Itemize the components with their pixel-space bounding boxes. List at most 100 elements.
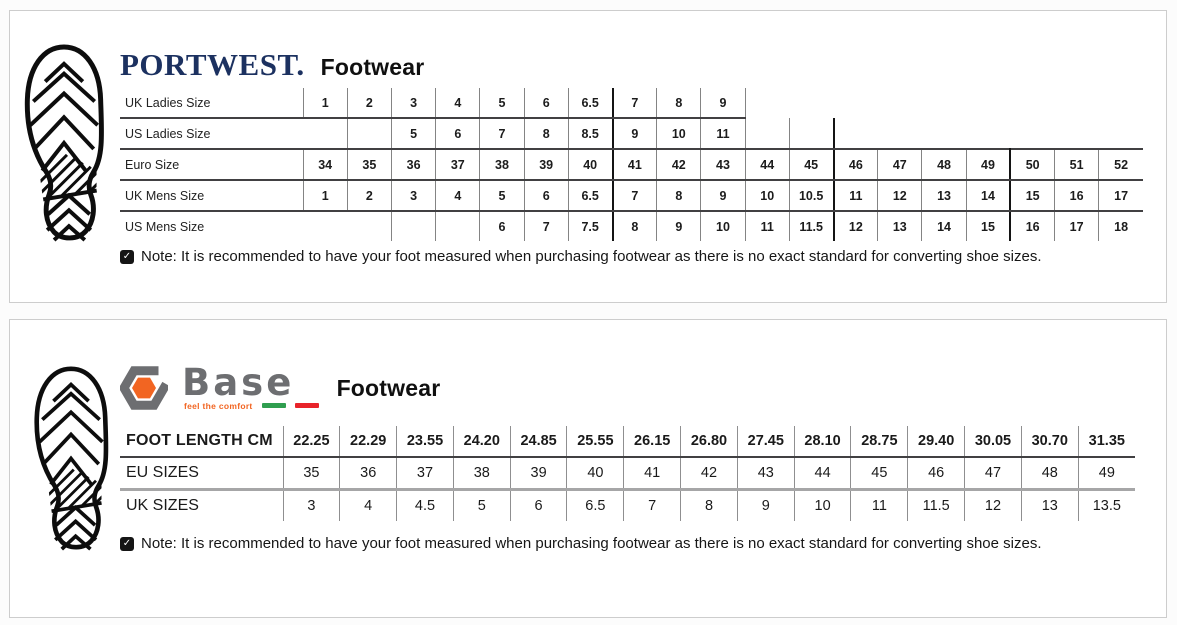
- size-cell: 46: [833, 148, 879, 181]
- absent-cell: [966, 118, 1010, 149]
- size-cell: 6.5: [567, 180, 614, 212]
- size-cell: 8: [611, 211, 658, 241]
- size-cell: 13: [1020, 489, 1079, 521]
- size-cell: 16: [1054, 180, 1100, 212]
- size-cell: 4: [339, 489, 398, 521]
- base-wordmark-block: Base feel the comfort: [182, 360, 319, 411]
- size-cell: 6: [435, 118, 481, 150]
- size-cell: 15: [1009, 180, 1056, 212]
- size-cell: 13: [921, 180, 967, 212]
- size-cell: 8: [523, 118, 569, 150]
- size-cell: 49: [965, 148, 1012, 181]
- size-cell: 10: [656, 118, 702, 150]
- size-cell: 47: [877, 148, 923, 181]
- size-cell: 11.5: [907, 489, 966, 521]
- size-cell: 2: [346, 88, 392, 119]
- absent-cell: [789, 88, 833, 118]
- size-cell: 40: [566, 457, 625, 491]
- size-cell: 6: [523, 180, 569, 212]
- size-cell: 10: [793, 489, 852, 521]
- row-label: UK SIZES: [120, 489, 284, 521]
- size-cell: 7.5: [567, 211, 614, 241]
- size-cell: 23.55: [396, 426, 454, 458]
- size-cell: 1: [302, 88, 348, 119]
- absent-cell: [303, 211, 347, 241]
- size-cell: 45: [850, 457, 909, 491]
- size-cell: 8.5: [567, 118, 614, 150]
- size-cell: 14: [921, 211, 967, 241]
- absent-cell: [834, 118, 878, 149]
- size-cell: 6: [479, 211, 525, 241]
- size-cell: 9: [700, 88, 746, 119]
- absent-cell: [347, 211, 391, 241]
- size-cell: 44: [744, 148, 790, 181]
- base-note: ✓ Note: It is recommended to have your f…: [120, 535, 1041, 552]
- size-cell: 14: [965, 180, 1012, 212]
- size-cell: 22.29: [339, 426, 398, 458]
- size-cell: 31.35: [1077, 426, 1135, 458]
- size-cell: 10.5: [788, 180, 835, 212]
- size-cell: 4: [435, 180, 481, 212]
- size-cell: 9: [736, 489, 795, 521]
- size-cell: 7: [523, 211, 569, 241]
- shoe-sole-icon: [24, 44, 104, 242]
- size-cell: 47: [964, 457, 1022, 491]
- portwest-header: PORTWEST. Footwear: [120, 47, 424, 83]
- size-cell: 36: [339, 457, 398, 491]
- size-cell: 17: [1098, 180, 1143, 212]
- size-cell: 41: [611, 148, 658, 181]
- size-cell: 45: [788, 148, 835, 181]
- size-cell: 27.45: [736, 426, 795, 458]
- size-cell: 48: [1020, 457, 1079, 491]
- table-row: Euro Size 34 35 36 37 38 39 40 41 42 43 44 45 46 47 48 4…: [120, 148, 1143, 181]
- size-cell: 37: [435, 148, 481, 181]
- size-cell: 4.5: [396, 489, 454, 521]
- size-cell: 5: [479, 180, 525, 212]
- size-cell: 2: [346, 180, 392, 212]
- size-cell: 11.5: [788, 211, 835, 241]
- table-row: US Mens Size 6 7 7.5 8 9 10 11 11.5 12 13 14 15 16 17 1…: [120, 211, 1143, 241]
- note-check-icon: ✓: [120, 249, 134, 264]
- shoe-sole-icon: [34, 366, 109, 551]
- portwest-size-chart-panel: PORTWEST. Footwear UK Ladies Size 1 2 3 4 5 6 6…: [9, 10, 1167, 303]
- size-cell: 12: [877, 180, 923, 212]
- table-row: UK SIZES 3 4 4.5 5 6 6.5 7 8 9 10 11 11.5 12 13 13.5: [120, 489, 1135, 521]
- size-cell: 50: [1009, 148, 1056, 181]
- note-text: Note: It is recommended to have your foo…: [141, 535, 1042, 552]
- size-cell: 7: [611, 180, 658, 212]
- size-cell: 39: [509, 457, 568, 491]
- absent-cell: [878, 118, 922, 149]
- size-cell: 26.80: [680, 426, 738, 458]
- size-cell: 4: [435, 88, 481, 119]
- size-cell: 29.40: [907, 426, 966, 458]
- row-label: UK Ladies Size: [120, 88, 304, 119]
- size-cell: 6: [523, 88, 569, 119]
- size-cell: 9: [700, 180, 746, 212]
- row-label: EU SIZES: [120, 457, 284, 491]
- size-cell: 35: [346, 148, 392, 181]
- size-cell: 42: [656, 148, 702, 181]
- row-label: US Mens Size: [125, 219, 205, 234]
- absent-cell: [1010, 118, 1054, 149]
- size-cell: 22.25: [282, 426, 341, 458]
- absent-cell: [966, 88, 1010, 118]
- size-cell: 7: [479, 118, 525, 150]
- size-cell: 36: [390, 148, 437, 181]
- row-label: UK Mens Size: [120, 180, 304, 212]
- size-cell: 12: [964, 489, 1022, 521]
- size-cell: 17: [1054, 211, 1100, 241]
- size-cell: 9: [611, 118, 658, 150]
- size-cell: 3: [282, 489, 341, 521]
- size-cell: 24.20: [452, 426, 511, 458]
- size-cell: 11: [850, 489, 909, 521]
- base-logo: Base: [182, 360, 295, 404]
- absent-cell: [1055, 118, 1099, 149]
- size-cell: 34: [302, 148, 348, 181]
- size-cell: 9: [656, 211, 702, 241]
- size-cell: 3: [390, 180, 437, 212]
- size-cell: 16: [1009, 211, 1056, 241]
- size-cell: 13.5: [1077, 489, 1135, 521]
- absent-cell: [1010, 88, 1054, 118]
- table-row: EU SIZES 35 36 37 38 39 40 41 42 43 44 45 46 47 48 49: [120, 457, 1135, 491]
- size-cell: 5: [479, 88, 525, 119]
